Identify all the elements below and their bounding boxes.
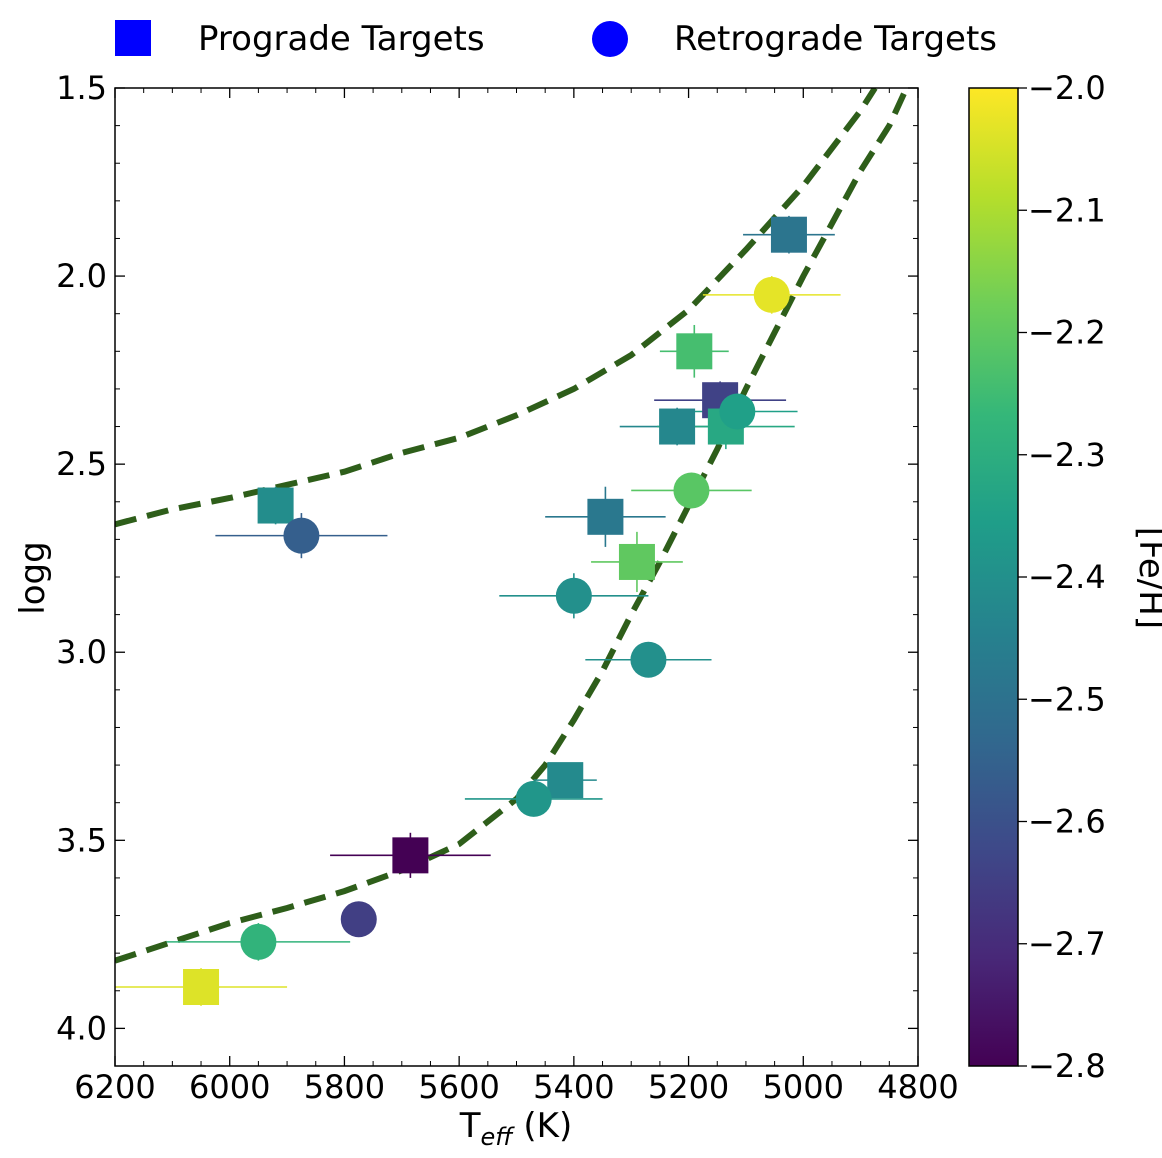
prograde-point-8	[618, 543, 655, 580]
colorbar-tick-label: −2.1	[1028, 191, 1106, 229]
legend-retrograde-label: Retrograde Targets	[674, 19, 997, 59]
retrograde-point-7	[515, 780, 552, 817]
y-tick-label-1.5: 1.5	[56, 69, 107, 107]
x-axis-label-main: T	[459, 1106, 481, 1146]
colorbar-tick-label: −2.7	[1028, 925, 1106, 963]
isochrone-curve-2	[115, 88, 910, 964]
x-axis-label-subscript: eff	[481, 1123, 516, 1151]
retrograde-point-9	[240, 923, 277, 960]
x-axis-ticks: 6200 6000 5800 5600 5400 5200 5000 4800	[74, 88, 959, 1106]
x-axis-label-unit: (K)	[513, 1106, 573, 1146]
colorbar-tick-label: −2.5	[1028, 680, 1106, 718]
y-tick-label-4: 4.0	[56, 1009, 107, 1047]
y-axis-label: logg	[13, 541, 53, 614]
colorbar-tick-label: −2.2	[1028, 314, 1106, 352]
retrograde-point-5	[555, 577, 592, 614]
colorbar-tick-label: −2.0	[1028, 69, 1106, 107]
isochrone-curve-1	[115, 88, 878, 528]
plot-area: 6200 6000 5800 5600 5400 5200 5000 4800 1.5 2.0 2…	[56, 69, 959, 1106]
prograde-point-6	[257, 487, 294, 524]
retrograde-point-4	[283, 517, 320, 554]
colorbar-gradient	[969, 88, 1018, 1066]
prograde-point-11	[183, 969, 220, 1006]
x-tick-label-5000: 5000	[763, 1068, 844, 1106]
prograde-point-4	[659, 408, 696, 445]
x-axis-label: Teff (K)	[459, 1106, 573, 1151]
x-tick-label-5200: 5200	[648, 1068, 729, 1106]
data-markers	[183, 216, 807, 1006]
x-tick-label-6000: 6000	[189, 1068, 270, 1106]
y-tick-label-3.5: 3.5	[56, 821, 107, 859]
x-tick-label-5600: 5600	[418, 1068, 499, 1106]
y-tick-label-2: 2.0	[56, 257, 107, 295]
colorbar-tick-label: −2.4	[1028, 558, 1106, 596]
legend-prograde-marker	[115, 20, 151, 56]
legend: Prograde Targets Retrograde Targets	[115, 19, 997, 59]
isochrone-curves	[115, 88, 910, 964]
x-tick-label-5400: 5400	[533, 1068, 614, 1106]
y-tick-label-2.5: 2.5	[56, 445, 107, 483]
retrograde-point-8	[340, 901, 377, 938]
retrograde-point-3	[673, 472, 710, 509]
colorbar-tick-label: −2.3	[1028, 436, 1106, 474]
prograde-point-1	[770, 216, 807, 253]
x-tick-label-6200: 6200	[74, 1068, 155, 1106]
x-tick-label-4800: 4800	[877, 1068, 958, 1106]
x-tick-label-5800: 5800	[304, 1068, 385, 1106]
prograde-point-10	[392, 837, 429, 874]
colorbar-ticks: −2.0 −2.1 −2.2 −2.3 −2.4 −2.5 −2.6 −2.7 −2.8	[1018, 69, 1106, 1085]
y-axis-ticks: 1.5 2.0 2.5 3.0 3.5 4.0	[56, 69, 918, 1067]
prograde-point-9	[547, 762, 584, 799]
prograde-point-7	[587, 498, 624, 535]
y-tick-label-3: 3.0	[56, 633, 107, 671]
retrograde-point-1	[753, 276, 790, 313]
colorbar-tick-label: −2.6	[1028, 803, 1106, 841]
error-bars	[115, 215, 841, 1006]
colorbar: −2.0 −2.1 −2.2 −2.3 −2.4 −2.5 −2.6 −2.7 −2.8 [Fe…	[968, 69, 1162, 1085]
prograde-point-2	[676, 333, 713, 370]
legend-retrograde-marker	[592, 21, 628, 57]
retrograde-point-6	[630, 641, 667, 678]
colorbar-tick-label: −2.8	[1028, 1047, 1106, 1085]
retrograde-point-2	[719, 393, 756, 430]
colorbar-label: [Fe/H]	[1131, 527, 1162, 629]
legend-prograde-label: Prograde Targets	[198, 19, 485, 59]
